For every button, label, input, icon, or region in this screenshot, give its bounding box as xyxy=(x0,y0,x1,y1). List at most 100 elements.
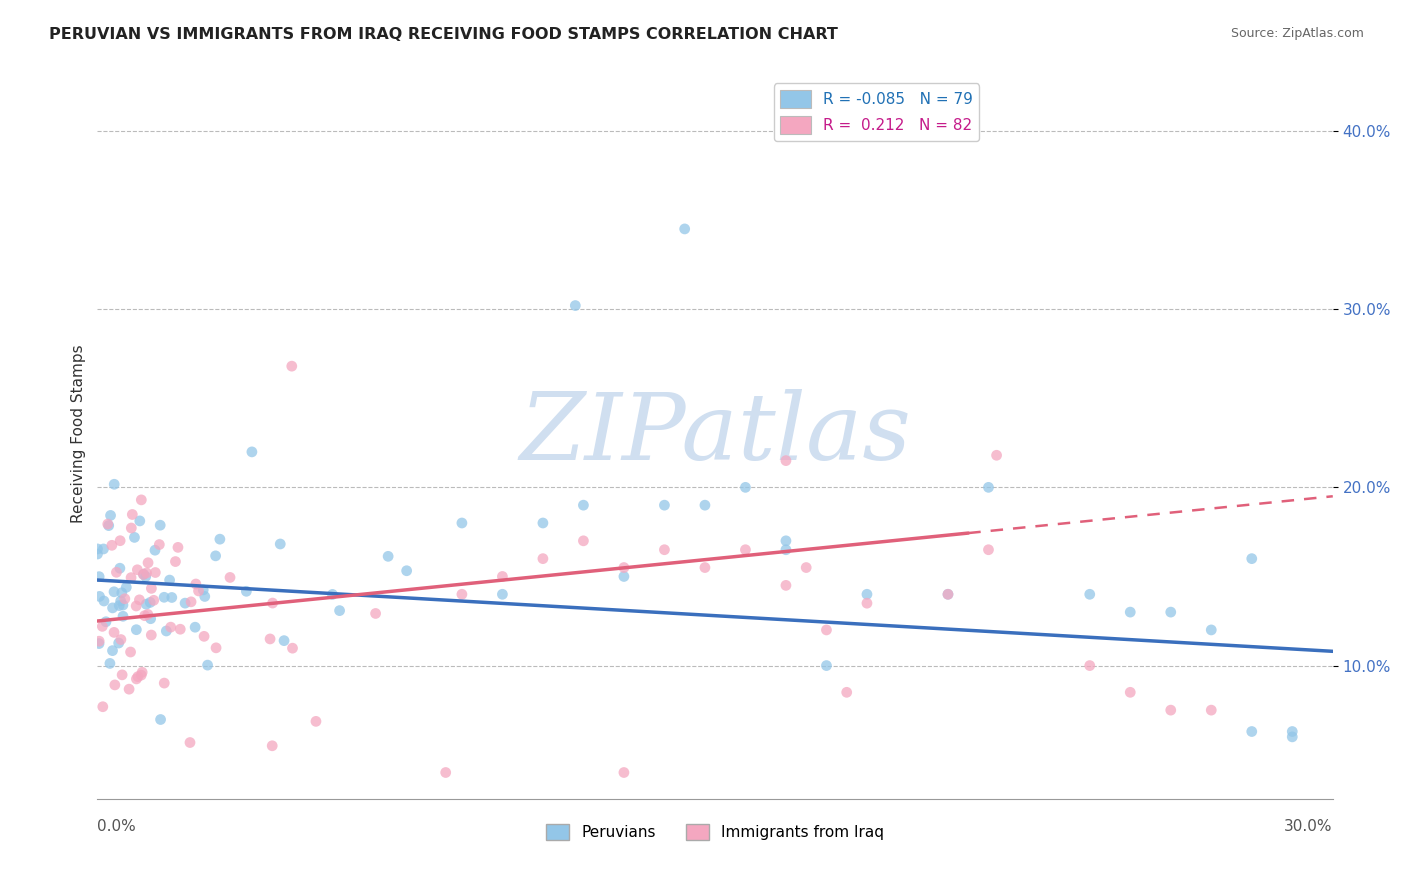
Point xyxy=(153,591,176,605)
Point xyxy=(654,542,676,557)
Point xyxy=(153,676,176,690)
Point xyxy=(101,600,124,615)
Point xyxy=(936,587,959,601)
Point xyxy=(1078,587,1101,601)
Point xyxy=(734,480,756,494)
Point xyxy=(1160,703,1182,717)
Point xyxy=(1240,551,1263,566)
Point xyxy=(132,567,155,582)
Point xyxy=(673,222,696,236)
Point xyxy=(108,599,131,613)
Point xyxy=(305,714,328,729)
Point xyxy=(136,607,159,622)
Point xyxy=(1240,724,1263,739)
Point xyxy=(613,560,636,574)
Point xyxy=(193,582,215,597)
Point xyxy=(135,569,157,583)
Point xyxy=(131,665,153,680)
Point xyxy=(141,628,163,642)
Point xyxy=(165,555,187,569)
Point xyxy=(491,569,513,583)
Point xyxy=(936,587,959,601)
Point xyxy=(87,636,110,650)
Point xyxy=(572,498,595,512)
Point xyxy=(120,571,142,585)
Point xyxy=(194,590,217,604)
Point xyxy=(281,359,304,373)
Point xyxy=(125,623,148,637)
Point xyxy=(111,586,134,600)
Point xyxy=(654,498,676,512)
Legend: R = -0.085   N = 79, R =  0.212   N = 82: R = -0.085 N = 79, R = 0.212 N = 82 xyxy=(775,84,979,141)
Point xyxy=(135,566,157,580)
Point xyxy=(977,480,1000,494)
Point xyxy=(184,620,207,634)
Point xyxy=(141,582,163,596)
Point xyxy=(94,615,117,629)
Point xyxy=(451,516,474,530)
Point xyxy=(208,532,231,546)
Point xyxy=(1199,703,1222,717)
Point xyxy=(1199,623,1222,637)
Point xyxy=(434,765,457,780)
Point xyxy=(98,657,121,671)
Point xyxy=(93,541,115,556)
Point xyxy=(118,682,141,697)
Point xyxy=(160,591,183,605)
Point xyxy=(91,699,114,714)
Point xyxy=(105,566,128,580)
Point xyxy=(135,597,157,611)
Point xyxy=(97,516,120,531)
Point xyxy=(107,636,129,650)
Point xyxy=(564,299,586,313)
Point xyxy=(451,587,474,601)
Point xyxy=(100,508,122,523)
Point xyxy=(148,537,170,551)
Point xyxy=(89,634,111,648)
Point xyxy=(114,591,136,606)
Point xyxy=(120,645,142,659)
Point xyxy=(262,596,284,610)
Point xyxy=(111,668,134,682)
Point xyxy=(142,593,165,607)
Point xyxy=(193,629,215,643)
Point xyxy=(127,670,149,684)
Point xyxy=(86,541,108,556)
Point xyxy=(572,533,595,548)
Point xyxy=(395,564,418,578)
Point xyxy=(815,658,838,673)
Point xyxy=(1119,685,1142,699)
Point xyxy=(281,641,304,656)
Point xyxy=(986,448,1008,462)
Point xyxy=(149,713,172,727)
Point xyxy=(159,573,181,587)
Point xyxy=(1160,605,1182,619)
Text: Source: ZipAtlas.com: Source: ZipAtlas.com xyxy=(1230,27,1364,40)
Point xyxy=(129,668,152,682)
Point xyxy=(775,578,797,592)
Point xyxy=(329,604,352,618)
Point xyxy=(132,567,155,582)
Point xyxy=(143,566,166,580)
Point xyxy=(531,516,554,530)
Point xyxy=(180,595,202,609)
Point xyxy=(1281,730,1303,744)
Point xyxy=(273,633,295,648)
Point xyxy=(205,640,228,655)
Point xyxy=(125,672,148,686)
Point xyxy=(86,547,108,561)
Point xyxy=(89,590,111,604)
Point xyxy=(174,596,197,610)
Point xyxy=(775,542,797,557)
Point xyxy=(613,569,636,583)
Point xyxy=(149,518,172,533)
Point xyxy=(139,595,162,609)
Point xyxy=(184,577,207,591)
Text: ZIPatlas: ZIPatlas xyxy=(519,389,911,479)
Point xyxy=(101,643,124,657)
Point xyxy=(364,607,387,621)
Point xyxy=(125,599,148,613)
Point xyxy=(124,530,146,544)
Point xyxy=(1119,605,1142,619)
Point xyxy=(377,549,399,564)
